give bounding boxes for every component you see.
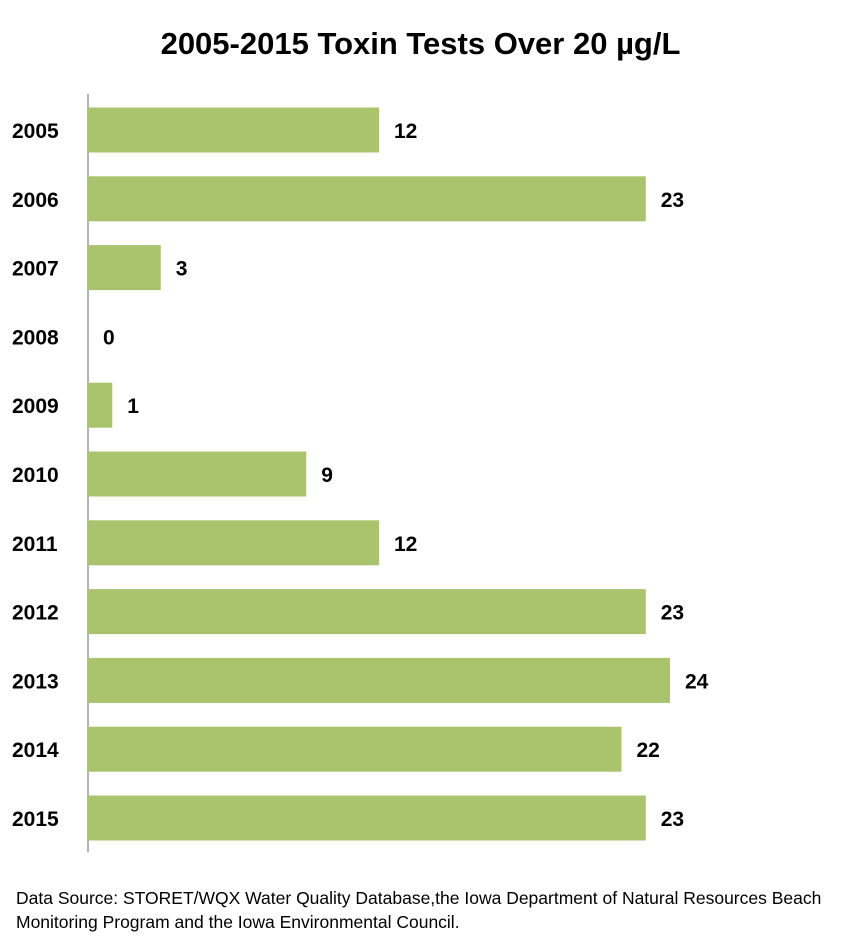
bar-chart: 2005 12 2006 23 2007 3 2008 0 2009 1 2010 9 2011 12 20… [12,94,709,852]
category-label-2006: 2006 [12,189,59,212]
data-label-2014: 22 [637,739,660,762]
bar-2015 [88,795,646,841]
bar-2011 [88,520,379,566]
bar-2010 [88,451,307,497]
category-label-2005: 2005 [12,120,59,143]
bars-group: 2005 12 2006 23 2007 3 2008 0 2009 1 2010 9 2011 12 20… [12,107,709,841]
data-label-2007: 3 [176,258,188,281]
data-label-2008: 0 [103,326,115,349]
category-label-2014: 2014 [12,739,59,762]
category-label-2011: 2011 [12,533,58,556]
bar-2014 [88,726,622,772]
category-label-2015: 2015 [12,808,59,831]
data-label-2013: 24 [685,670,709,693]
category-label-2013: 2013 [12,670,59,693]
chart-title: 2005-2015 Toxin Tests Over 20 µg/L [160,26,681,61]
data-label-2006: 23 [661,189,684,212]
data-label-2005: 12 [394,120,417,143]
data-source-note: Data Source: STORET/WQX Water Quality Da… [16,888,822,932]
bar-2005 [88,107,379,153]
bar-2013 [88,657,670,703]
category-label-2010: 2010 [12,464,59,487]
data-label-2011: 12 [394,533,417,556]
category-label-2007: 2007 [12,258,59,281]
data-label-2015: 23 [661,808,684,831]
category-label-2012: 2012 [12,602,59,625]
bar-2009 [88,382,113,428]
category-label-2009: 2009 [12,395,59,418]
data-label-2012: 23 [661,602,684,625]
bar-2012 [88,589,646,635]
bar-2006 [88,176,646,222]
data-label-2009: 1 [127,395,139,418]
data-label-2010: 9 [321,464,333,487]
category-label-2008: 2008 [12,326,59,349]
bar-2007 [88,245,161,291]
